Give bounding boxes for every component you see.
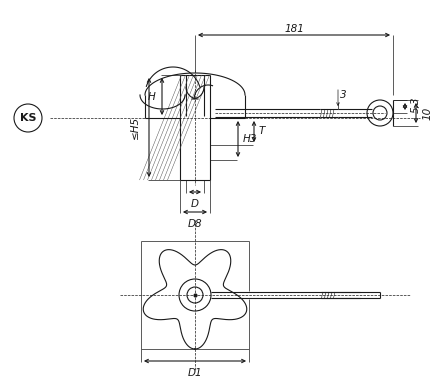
Text: 181: 181: [284, 24, 304, 34]
Text: 10: 10: [422, 106, 432, 120]
Text: 5,3: 5,3: [411, 97, 421, 113]
Text: H: H: [147, 91, 155, 102]
Text: KS: KS: [20, 113, 36, 123]
Text: H3: H3: [243, 134, 257, 144]
Text: D8: D8: [187, 219, 202, 229]
Text: D1: D1: [187, 368, 202, 378]
Text: 3: 3: [340, 90, 347, 100]
Text: ≤H5: ≤H5: [130, 116, 140, 139]
Text: D: D: [191, 199, 199, 209]
Text: T: T: [259, 127, 266, 136]
